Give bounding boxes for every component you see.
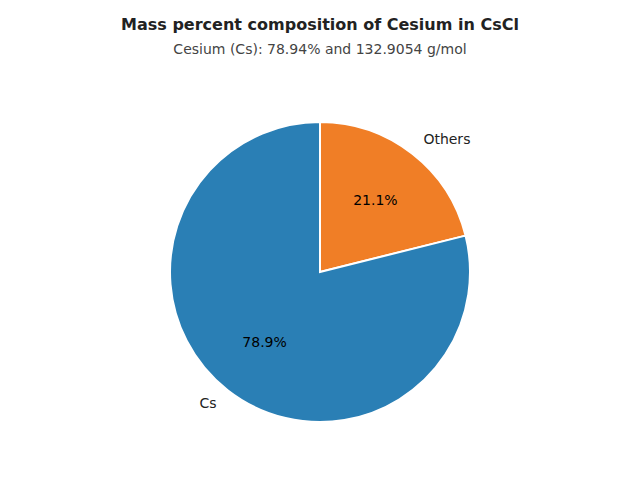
pie-slice <box>170 122 470 422</box>
category-label: Cs <box>200 395 217 411</box>
background <box>0 0 640 480</box>
chart-svg: Mass percent composition of Cesium in Cs… <box>0 0 640 480</box>
title: Mass percent composition of Cesium in Cs… <box>121 15 519 34</box>
data-label: 21.1% <box>353 192 397 208</box>
subtitle: Cesium (Cs): 78.94% and 132.9054 g/mol <box>173 41 466 57</box>
pie-labels: Others 21.1% Cs 78.9% <box>200 131 471 412</box>
category-label: Others <box>423 131 470 147</box>
chart-container: Mass percent composition of Cesium in Cs… <box>0 0 640 480</box>
data-label: 78.9% <box>242 334 286 350</box>
pie-slices <box>170 122 470 422</box>
